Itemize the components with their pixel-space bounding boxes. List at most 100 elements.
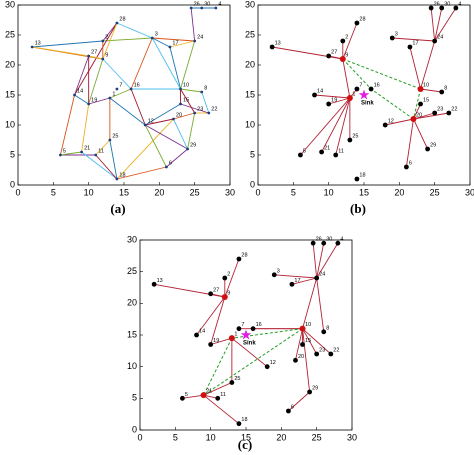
node [129, 87, 133, 91]
node [186, 147, 190, 151]
edge [151, 37, 181, 90]
edge [196, 296, 226, 336]
node [151, 281, 157, 287]
node-label: 11 [98, 148, 104, 154]
node-label: 15 [183, 97, 189, 103]
node [215, 395, 221, 401]
node-label: 26 [194, 1, 200, 7]
node [143, 123, 147, 127]
node [264, 364, 270, 370]
node [326, 101, 332, 107]
node [321, 240, 327, 246]
x-tick-label: 15 [119, 187, 129, 197]
edge [274, 274, 317, 279]
cluster-head [346, 95, 353, 101]
y-tick-label: 15 [245, 89, 255, 99]
node [354, 20, 360, 26]
y-tick-label: 20 [245, 59, 255, 69]
edge [154, 283, 225, 298]
edge [210, 296, 226, 345]
caption: (b) [350, 201, 366, 216]
node [310, 240, 316, 246]
y-tick-label: 10 [127, 361, 137, 371]
node [172, 117, 175, 121]
node-label: 18 [241, 417, 247, 423]
node-label: 14 [199, 328, 205, 334]
node [180, 395, 185, 401]
node-label: 13 [157, 278, 163, 284]
sink-label: Sink [243, 341, 256, 347]
edge [316, 242, 339, 279]
route [412, 88, 422, 120]
x-tick-label: 20 [154, 187, 164, 197]
node [432, 38, 438, 44]
sink [240, 329, 252, 340]
edge [152, 37, 195, 42]
node [314, 275, 320, 281]
node-label: 4 [218, 1, 221, 7]
route [342, 58, 421, 90]
node-label: 16 [256, 322, 262, 328]
edge [144, 103, 181, 126]
x-tick-label: 30 [347, 432, 357, 442]
node-label: 25 [352, 133, 358, 139]
edge [102, 22, 118, 42]
node-label: 19 [91, 97, 97, 103]
node-label: 27 [213, 287, 219, 293]
edge [144, 124, 167, 168]
node-label: 16 [374, 82, 380, 88]
node-label: 8 [204, 85, 207, 91]
edge [392, 37, 435, 42]
edge [420, 40, 436, 90]
y-tick-label: 25 [245, 29, 255, 39]
edge [102, 22, 118, 60]
x-tick-label: 20 [394, 187, 404, 197]
edge [180, 40, 196, 90]
node-label: 17 [172, 40, 178, 46]
node-label: 22 [451, 106, 457, 112]
node-label: 12 [148, 118, 154, 124]
edge [109, 139, 118, 180]
route [231, 328, 303, 339]
caption: (c) [238, 437, 252, 452]
node [115, 177, 119, 181]
edge [173, 118, 189, 150]
x-tick-label: 25 [312, 432, 322, 442]
node-label: 28 [359, 16, 365, 22]
edge [109, 97, 146, 126]
node-label: 29 [190, 142, 196, 148]
edge [74, 22, 118, 96]
node [307, 389, 312, 395]
node [115, 21, 119, 25]
cluster-head [228, 335, 235, 342]
edge [95, 154, 118, 180]
edge [342, 58, 351, 99]
node [354, 176, 360, 182]
node [200, 90, 204, 94]
node-label: 2 [105, 34, 108, 40]
node [439, 89, 445, 95]
x-tick-label: 5 [173, 432, 178, 442]
node-label: 23 [437, 106, 443, 112]
node [432, 110, 438, 116]
node [347, 137, 353, 143]
node-label: 9 [345, 52, 348, 58]
node [250, 326, 256, 332]
node [222, 275, 228, 281]
edge [272, 46, 343, 60]
node-label: 14 [317, 88, 323, 94]
edge [405, 118, 414, 168]
node [108, 138, 112, 142]
node [269, 44, 275, 50]
edge [291, 277, 317, 285]
edge [190, 7, 196, 42]
node-label: 11 [338, 148, 344, 154]
node-label: 24 [437, 34, 443, 40]
node-label: 22 [211, 106, 217, 112]
caption: (a) [110, 201, 125, 216]
edge [300, 97, 351, 156]
edge [302, 277, 318, 329]
node [168, 45, 172, 49]
x-tick-label: 30 [465, 187, 474, 197]
